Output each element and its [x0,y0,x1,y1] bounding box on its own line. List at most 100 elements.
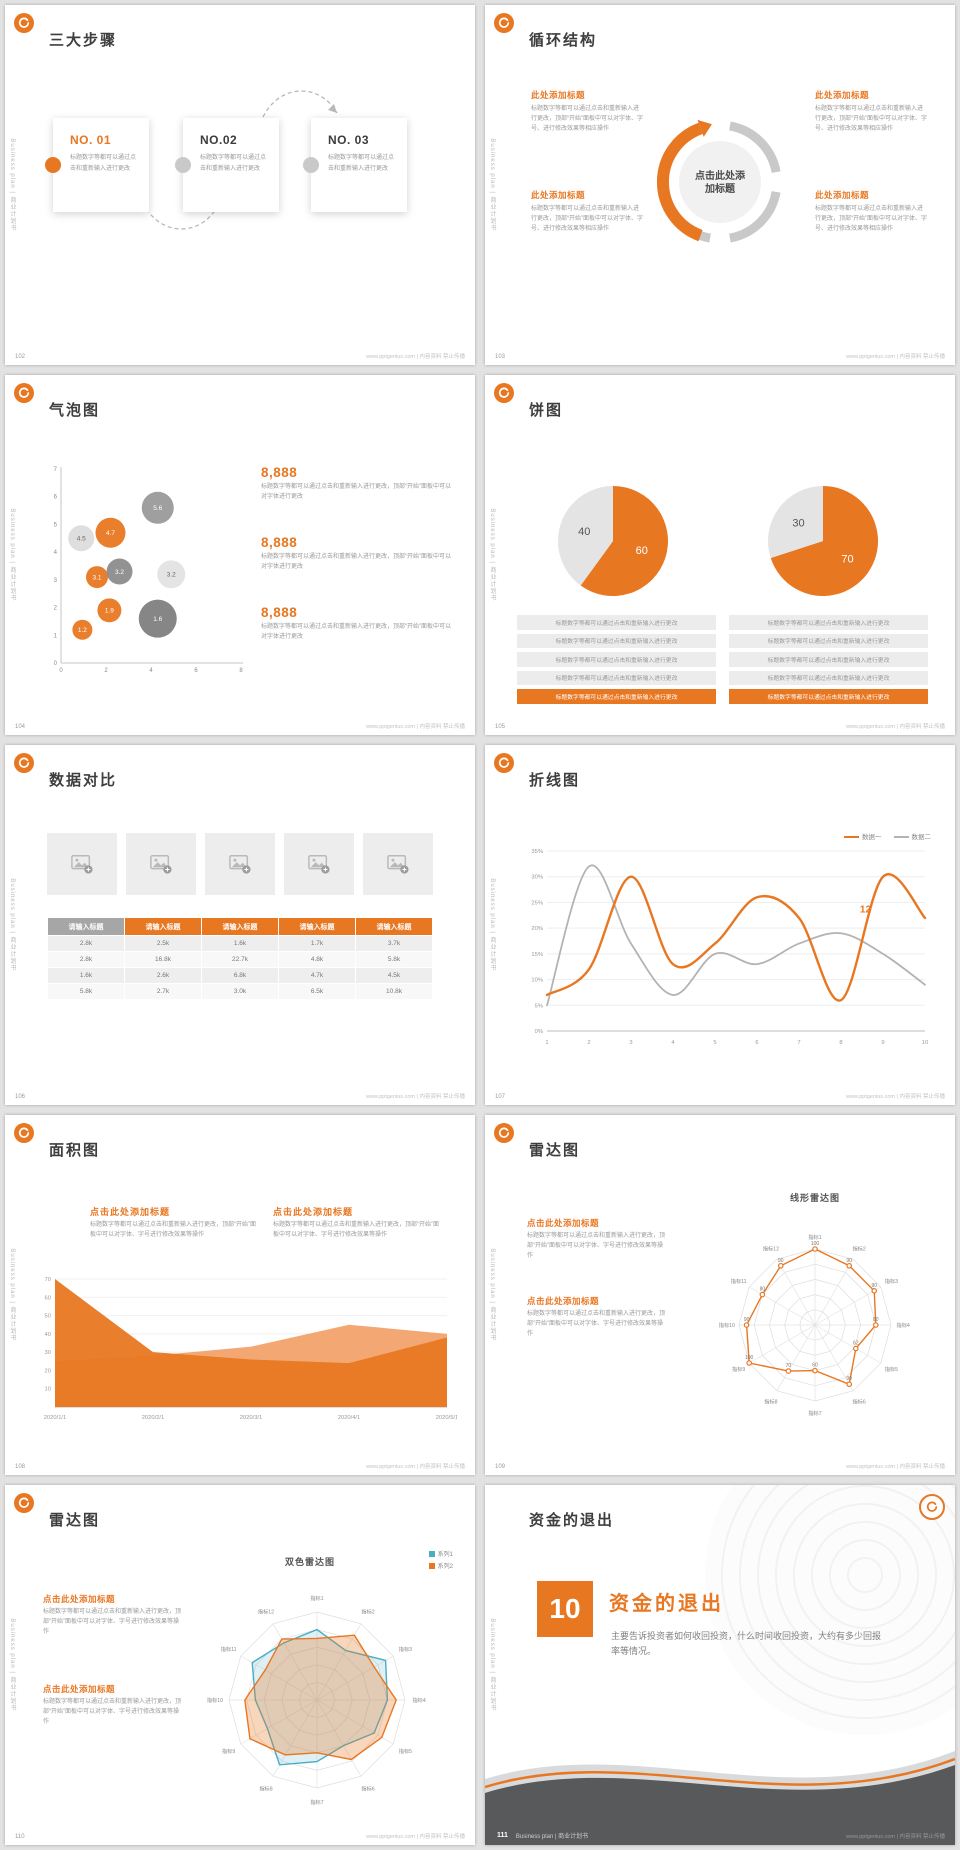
footer-site-text: www.pptgenius.com | 内容资料 禁止传播 [366,1834,465,1840]
svg-text:指标1: 指标1 [808,1233,821,1241]
section-title: 资金的退出 [609,1593,724,1615]
legend-item: 系列2 [428,1561,453,1570]
page-number: 106 [15,1094,26,1100]
image-placeholder[interactable] [126,833,196,895]
svg-text:7: 7 [797,1040,800,1046]
table-header-cell: 请输入标题 [278,917,356,936]
slide-two-color-radar[interactable]: 点击此处添加标题 标题数字等都可以通过点击和重新输入进行更改，顶部“开始”面板中… [5,1485,475,1845]
svg-text:6: 6 [54,495,58,501]
pie-chart-1: 60 40 [558,486,668,596]
slide-line-chart[interactable]: 数据一 数据二 0% 5% 10% 15% 20% 25% 30% 35% 1 2 3 4 5 6 7 8 9 1… [485,745,955,1105]
table-cell: 16.8k [124,951,202,968]
svg-text:100: 100 [811,1241,820,1247]
page-number: 104 [15,724,26,730]
svg-text:80: 80 [760,1287,766,1293]
table-cell: 1.7k [278,935,356,952]
slide-line-radar[interactable]: 点击此处添加标题 标题数字等都可以通过点击和重新输入进行更改，顶部“开始”面板中… [485,1115,955,1475]
svg-text:指标5: 指标5 [885,1365,898,1373]
svg-text:5: 5 [54,522,58,528]
table-row: 2.8k 16.8k 22.7k 4.8k 5.8k [47,951,433,968]
slide-pie-chart[interactable]: 60 40 70 30 标题数字等都可以通过点击和重新输入进行更改 标题数字等都可以通… [485,375,955,735]
pie-text-row: 标题数字等都可以通过点击和重新输入进行更改 [729,652,928,667]
svg-text:指标8: 指标8 [764,1397,777,1405]
pie-text-row: 标题数字等都可以通过点击和重新输入进行更改 [729,670,928,685]
svg-text:1.9: 1.9 [105,608,114,615]
sidebar-vertical-text: Business plan | 商业计划书 [489,138,495,232]
svg-text:90: 90 [778,1258,784,1264]
legend-label: 数据一 [862,834,882,841]
table-cell: 22.7k [201,951,279,968]
svg-text:60: 60 [812,1363,818,1369]
cycle-center-title: 点击此处添加标题 [695,170,745,196]
svg-text:1.6: 1.6 [153,616,162,623]
step-number: NO. 01 [70,133,112,147]
svg-text:指标6: 指标6 [361,1784,374,1792]
block-body: 标题数字等都可以通过点击和重新输入进行更改，顶部“开始”面板中可以对字体、字号进… [43,1699,182,1725]
table-cell: 4.8k [278,951,356,968]
image-placeholder-row [47,833,433,895]
image-icon [71,855,93,874]
svg-text:25%: 25% [531,900,543,906]
table-cell: 1.6k [201,935,279,952]
page-number: 109 [495,1464,506,1470]
cycle-item-title: 此处添加标题 [815,90,870,100]
swirl-logo-icon [494,753,514,773]
cycle-item-title: 此处添加标题 [531,90,586,100]
legend-label: 数据二 [911,834,932,841]
page-number: 107 [495,1094,506,1100]
block-title: 点击此处添加标题 [527,1296,600,1306]
sidebar-vertical-text: Business plan | 商业计划书 [9,138,15,232]
area-block-1: 点击此处添加标题 标题数字等都可以通过点击和重新输入进行更改，顶部“开始”面板中… [90,1205,258,1240]
chart-subtitle: 双色雷达图 [284,1557,335,1567]
slide-three-steps[interactable]: NO. 01 标题数字等都可以通过点击和重新输入进行更改 NO.02 标题数字等… [5,5,475,365]
sidebar-vertical-text: Business plan | 商业计划书 [9,1248,15,1342]
slide-footer: 111 Business plan | 商业计划书 [497,1831,588,1840]
svg-text:指标12: 指标12 [763,1245,779,1253]
image-icon [308,855,330,874]
slide-area-chart[interactable]: 点击此处添加标题 标题数字等都可以通过点击和重新输入进行更改，顶部“开始”面板中… [5,1115,475,1475]
image-placeholder[interactable] [47,833,117,895]
section-body: 主要告诉投资者如何收回投资，什么时间收回投资，大约有多少回报率等情况。 [611,1631,882,1657]
svg-text:指标7: 指标7 [310,1798,323,1806]
svg-text:70: 70 [45,1277,51,1283]
svg-text:4: 4 [54,550,58,556]
table-row: 5.8k 2.7k 3.0k 6.5k 10.8k [47,983,433,1000]
svg-text:2: 2 [587,1040,590,1046]
chart-legend: 数据一 数据二 [844,831,931,841]
cycle-item-3: 此处添加标题 标题数字等都可以通过点击和重新输入进行更改，顶部“开始”面板中可以… [815,89,927,135]
image-placeholder[interactable] [363,833,433,895]
legend-label: 系列1 [437,1552,453,1558]
legend-item: 数据一 [844,831,882,841]
legend-item: 系列1 [428,1549,453,1558]
slide-section-cover[interactable]: 10 资金的退出 主要告诉投资者如何收回投资，什么时间收回投资，大约有多少回报率… [485,1485,955,1845]
slide-cycle-structure[interactable]: 点击此处添加标题 此处添加标题 标题数字等都可以通过点击和重新输入进行更改，顶部… [485,5,955,365]
slide-title: 雷达图 [529,1142,581,1159]
chart-subtitle: 线形雷达图 [789,1193,840,1203]
svg-text:20: 20 [45,1368,51,1374]
footer-site-text: www.pptgenius.com | 内容资料 禁止传播 [366,1094,465,1100]
slide-data-comparison[interactable]: 请输入标题 请输入标题 请输入标题 请输入标题 请输入标题 2.8k 2.5k 1.6k 1.7… [5,745,475,1105]
svg-text:3: 3 [54,578,58,584]
pie-text-rows-right: 标题数字等都可以通过点击和重新输入进行更改 标题数字等都可以通过点击和重新输入进行… [729,615,928,704]
section-number: 10 [549,1593,581,1624]
image-placeholder[interactable] [205,833,275,895]
svg-text:3.2: 3.2 [167,572,176,579]
sidebar-vertical-text: Business plan | 商业计划书 [489,878,495,972]
svg-text:4.7: 4.7 [106,530,115,537]
comparison-table: 请输入标题 请输入标题 请输入标题 请输入标题 请输入标题 2.8k 2.5k 1.6k 1.7… [47,917,433,1000]
step-card-2: NO.02 标题数字等都可以通过点击和重新输入进行更改 [175,118,279,212]
svg-text:2020/3/1: 2020/3/1 [240,1415,263,1421]
table-cell: 4.5k [355,967,433,984]
sidebar-vertical-text: Business plan | 商业计划书 [489,1248,495,1342]
page-number: 103 [495,354,506,360]
slide-bubble-chart[interactable]: 0 1 2 3 4 5 6 7 0 2 4 6 8 4.5 4.7 3.1 3.2 1.9 1.2 5.6 3.2 1.6… [5,375,475,735]
block-body: 标题数字等都可以通过点击和重新输入进行更改，顶部“开始”面板中可以对字体、字号进… [527,1311,666,1337]
image-placeholder[interactable] [284,833,354,895]
svg-text:80: 80 [873,1317,879,1323]
svg-text:70: 70 [841,553,853,565]
slide-title: 资金的退出 [529,1512,615,1529]
svg-text:3.1: 3.1 [92,574,101,581]
slide-title: 循环结构 [529,32,598,49]
footer-site-text: www.pptgenius.com | 内容资料 禁止传播 [846,1464,945,1470]
